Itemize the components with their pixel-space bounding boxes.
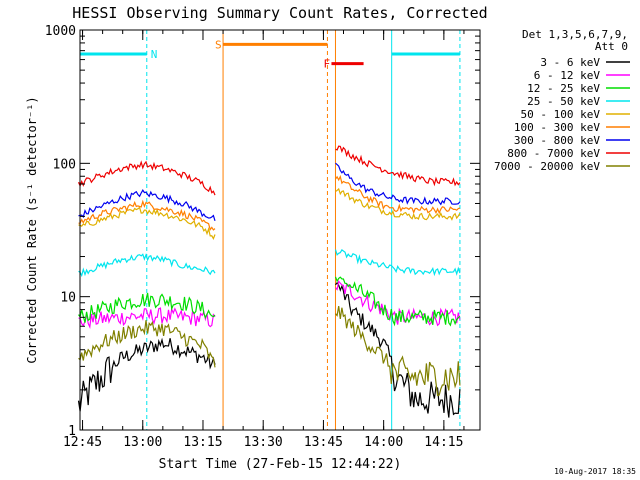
legend-label-8: 7000 - 20000 keV (494, 160, 600, 173)
series-line-4-0 (78, 206, 216, 240)
series-line-1-0 (78, 306, 216, 330)
series-3 (78, 249, 461, 278)
x-tick-label-6: 14:15 (424, 435, 463, 450)
series-line-7-0 (77, 160, 216, 196)
plot-frame (79, 29, 481, 431)
flag-label-0: N (151, 48, 158, 61)
series-line-2-0 (78, 292, 216, 323)
series-line-5-1 (335, 174, 461, 215)
series-8 (78, 305, 461, 397)
y-axis-label: Corrected Count Rate (s⁻¹ detector⁻¹) (25, 96, 39, 363)
y-tick-label-0: 1 (68, 424, 76, 439)
x-tick-label-4: 13:45 (304, 435, 343, 450)
series-0 (77, 281, 461, 418)
series-line-2-1 (334, 276, 461, 327)
series-line-0-1 (335, 281, 461, 418)
x-tick-label-5: 14:00 (364, 435, 403, 450)
chart-title: HESSI Observing Summary Count Rates, Cor… (72, 4, 487, 22)
series-5 (78, 174, 461, 231)
series-line-7-1 (335, 145, 461, 187)
series-line-8-0 (78, 320, 216, 368)
x-tick-label-3: 13:30 (244, 435, 283, 450)
legend-label-1: 6 - 12 keV (534, 69, 601, 82)
x-tick-label-1: 13:00 (123, 435, 162, 450)
series-line-3-1 (334, 249, 461, 277)
legend-label-3: 25 - 50 keV (527, 95, 600, 108)
series-4 (78, 187, 461, 240)
legend-label-7: 800 - 7000 keV (507, 147, 600, 160)
legend-detectors: Det 1,3,5,6,7,9, (522, 28, 628, 41)
y-tick-label-1: 10 (60, 291, 76, 306)
date-stamp: 10-Aug-2017 18:35 (554, 467, 636, 476)
x-tick-label-2: 13:15 (183, 435, 222, 450)
series-line-0-0 (77, 337, 216, 412)
series-2 (78, 276, 461, 327)
legend-label-4: 50 - 100 keV (521, 108, 601, 121)
x-tick-label-0: 12:45 (63, 435, 102, 450)
series-line-6-1 (335, 162, 461, 206)
legend-label-6: 300 - 800 keV (514, 134, 600, 147)
y-tick-label-3: 1000 (45, 24, 76, 39)
legend-attenuator: Att 0 (595, 40, 628, 53)
series-1 (78, 279, 461, 330)
series-6 (78, 162, 461, 221)
series-line-5-0 (78, 199, 216, 231)
series-7 (77, 145, 461, 196)
series-line-1-1 (335, 279, 461, 327)
flag-label-1: S (215, 38, 222, 51)
x-axis-label: Start Time (27-Feb-15 12:44:22) (159, 457, 402, 472)
series-line-8-1 (335, 305, 461, 397)
series-line-6-0 (78, 189, 216, 221)
series-line-3-0 (78, 253, 216, 278)
legend-label-2: 12 - 25 keV (527, 82, 600, 95)
flag-label-2: F (323, 58, 330, 71)
legend-label-5: 100 - 300 keV (514, 121, 600, 134)
y-tick-label-2: 100 (53, 157, 76, 172)
series-line-4-1 (335, 187, 461, 221)
legend-label-0: 3 - 6 keV (540, 56, 600, 69)
